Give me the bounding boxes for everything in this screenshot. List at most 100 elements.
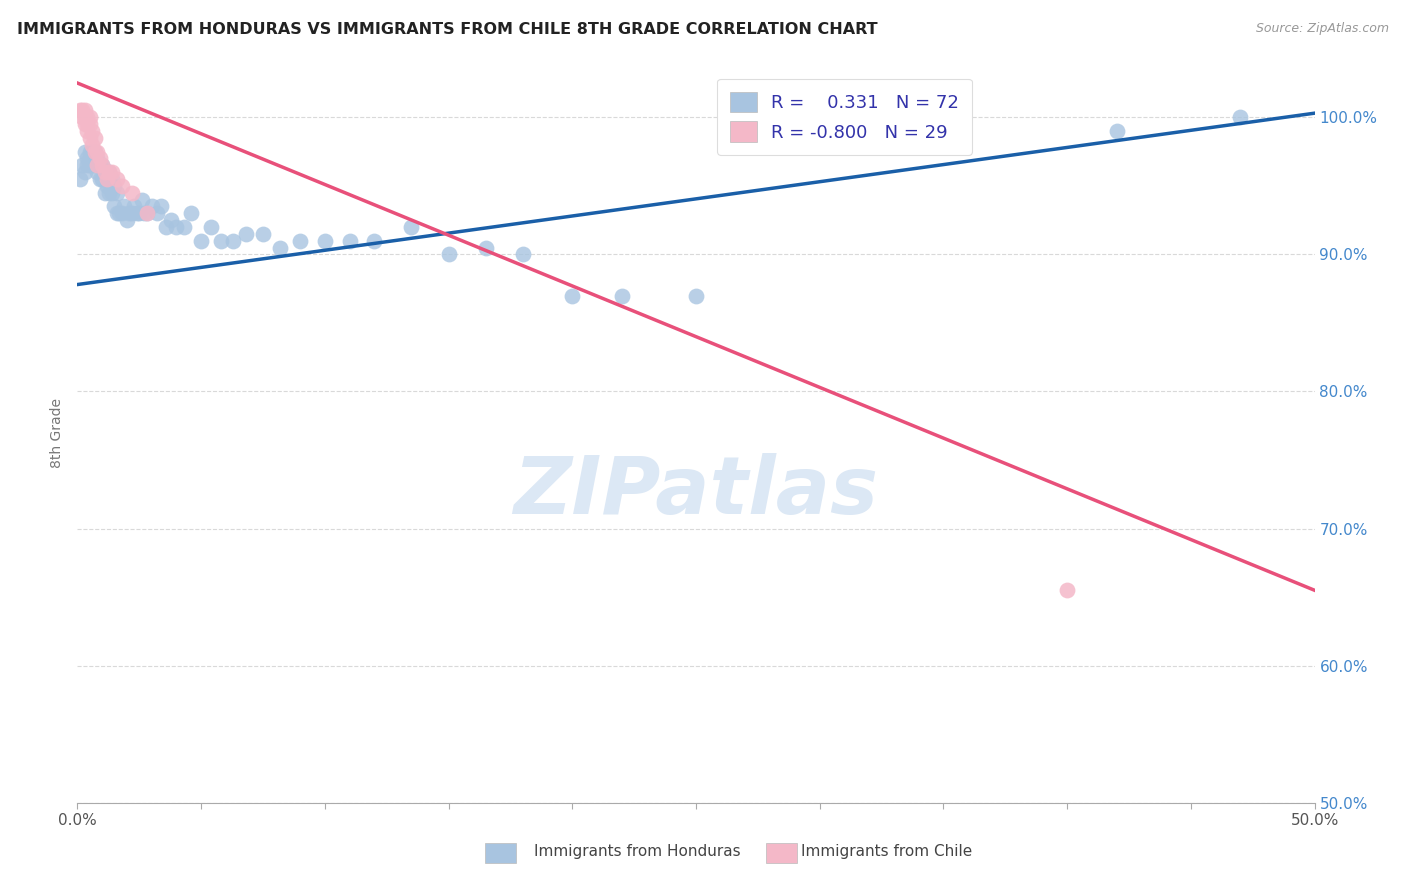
Point xyxy=(105,172,128,186)
Point xyxy=(86,165,108,179)
Point xyxy=(89,152,111,166)
Point xyxy=(209,234,232,248)
Point xyxy=(112,199,135,213)
Point xyxy=(610,288,633,302)
Point xyxy=(93,165,115,179)
Point xyxy=(91,172,114,186)
Y-axis label: 8th Grade: 8th Grade xyxy=(51,398,65,467)
Point xyxy=(73,117,96,131)
Point xyxy=(101,172,124,186)
Point xyxy=(76,117,98,131)
Point xyxy=(314,234,336,248)
Point xyxy=(73,110,96,124)
Point xyxy=(235,227,257,241)
Point xyxy=(108,206,131,220)
Point xyxy=(96,178,118,193)
Point xyxy=(101,186,124,200)
Point xyxy=(1105,124,1128,138)
Point xyxy=(79,117,101,131)
Point xyxy=(98,165,121,179)
Point xyxy=(180,206,202,220)
Point xyxy=(121,186,143,200)
Point xyxy=(141,199,163,213)
Point xyxy=(86,158,108,172)
Point xyxy=(125,206,148,220)
Point xyxy=(103,178,125,193)
Point xyxy=(69,103,91,118)
Point xyxy=(121,206,143,220)
Point xyxy=(105,186,128,200)
Point xyxy=(128,206,150,220)
Point xyxy=(69,172,91,186)
Point xyxy=(561,288,583,302)
Point xyxy=(73,165,96,179)
Point xyxy=(83,131,105,145)
Point xyxy=(173,219,195,234)
Point xyxy=(79,152,101,166)
Point xyxy=(512,247,534,261)
Point xyxy=(98,186,121,200)
Point xyxy=(103,199,125,213)
Point xyxy=(165,219,187,234)
Text: Source: ZipAtlas.com: Source: ZipAtlas.com xyxy=(1256,22,1389,36)
Point xyxy=(93,186,115,200)
Point xyxy=(79,145,101,159)
Point xyxy=(73,103,96,118)
Point xyxy=(76,158,98,172)
Point xyxy=(76,124,98,138)
Point xyxy=(76,110,98,124)
Point xyxy=(96,172,118,186)
Point xyxy=(155,219,177,234)
Point xyxy=(82,158,104,172)
Point xyxy=(401,219,423,234)
Point xyxy=(96,165,118,179)
Point xyxy=(83,145,105,159)
Point xyxy=(79,110,101,124)
Point xyxy=(72,103,94,118)
Point xyxy=(82,137,104,152)
Point xyxy=(72,110,94,124)
Point xyxy=(339,234,361,248)
Point xyxy=(86,152,108,166)
Point xyxy=(252,227,274,241)
Point xyxy=(101,165,124,179)
Point xyxy=(89,158,111,172)
Point xyxy=(131,193,153,207)
Point xyxy=(685,288,707,302)
Point xyxy=(135,206,157,220)
Point xyxy=(222,234,245,248)
Point xyxy=(118,206,141,220)
Point xyxy=(79,131,101,145)
Point xyxy=(122,199,145,213)
Point xyxy=(105,206,128,220)
Point xyxy=(83,158,105,172)
Point xyxy=(269,240,291,255)
Point xyxy=(72,158,94,172)
Point xyxy=(288,234,311,248)
Point xyxy=(79,158,101,172)
Point xyxy=(83,145,105,159)
Legend: R =    0.331   N = 72, R = -0.800   N = 29: R = 0.331 N = 72, R = -0.800 N = 29 xyxy=(717,78,972,155)
Point xyxy=(93,165,115,179)
Point xyxy=(76,152,98,166)
Point xyxy=(86,145,108,159)
Point xyxy=(363,234,385,248)
Point xyxy=(200,219,222,234)
Point xyxy=(83,152,105,166)
Point xyxy=(73,145,96,159)
Point xyxy=(135,206,157,220)
Text: IMMIGRANTS FROM HONDURAS VS IMMIGRANTS FROM CHILE 8TH GRADE CORRELATION CHART: IMMIGRANTS FROM HONDURAS VS IMMIGRANTS F… xyxy=(17,22,877,37)
Point xyxy=(111,206,134,220)
Point xyxy=(82,145,104,159)
Point xyxy=(190,234,212,248)
Point xyxy=(98,165,121,179)
Point xyxy=(150,199,173,213)
Point xyxy=(160,213,183,227)
Point xyxy=(437,247,460,261)
Point xyxy=(91,158,114,172)
Text: ZIPatlas: ZIPatlas xyxy=(513,453,879,531)
Text: Immigrants from Chile: Immigrants from Chile xyxy=(801,845,973,859)
Point xyxy=(134,206,156,220)
Point xyxy=(1056,583,1078,598)
Point xyxy=(89,172,111,186)
